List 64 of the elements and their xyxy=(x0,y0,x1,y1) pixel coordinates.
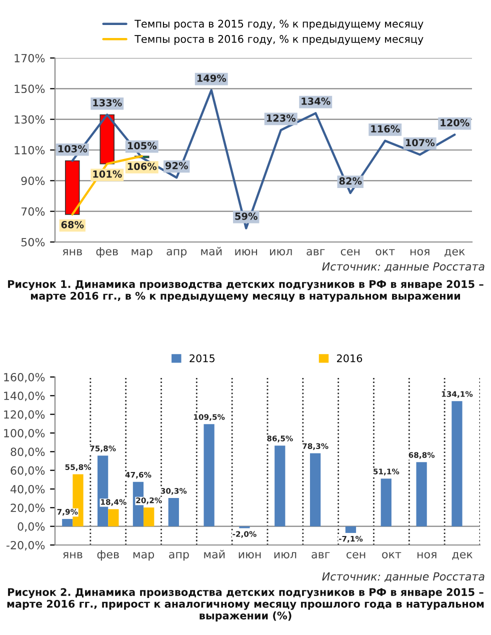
y-tick-label: 130% xyxy=(14,115,45,124)
data-label: 106% xyxy=(128,162,157,170)
y-tick-label: 20,0% xyxy=(10,504,45,514)
x-tick-label: июл xyxy=(270,249,292,256)
x-tick-label: июл xyxy=(274,552,296,558)
y-tick-label: 150% xyxy=(14,84,45,94)
data-label: 116% xyxy=(371,125,400,133)
data-label: 101% xyxy=(93,170,122,178)
y-tick-label: 90% xyxy=(21,176,45,186)
y-tick-label: 120,0% xyxy=(4,410,45,420)
y-tick-label: 80,0% xyxy=(10,448,45,458)
x-tick-label: дек xyxy=(452,552,473,560)
x-tick-label: июн xyxy=(235,249,258,256)
text: Рисунок 2. Динамика производства детских подгузников в РФ в январе 2015 – марте 2016 гг., прирост к аналогичному месяцу прошлого года в натуральном выражении (%) xyxy=(7,588,484,622)
legend-label: Темпы роста в 2015 году, % к предыдущему месяцу xyxy=(134,20,424,30)
data-label: 103% xyxy=(58,145,88,152)
x-tick-label: сен xyxy=(346,552,366,558)
legend-label: Темпы роста в 2016 году, % к предыдущему месяцу xyxy=(134,35,424,45)
y-tick-label: 140,0% xyxy=(4,392,45,402)
data-label: 133% xyxy=(93,99,122,106)
data-label: 107% xyxy=(406,138,435,146)
x-tick-label: мар xyxy=(132,249,152,258)
data-label: 105% xyxy=(128,142,157,150)
x-tick-label: фев xyxy=(96,247,118,258)
data-label: 68% xyxy=(61,220,84,228)
x-tick-label: ноя xyxy=(418,552,436,558)
x-tick-label: авг xyxy=(312,552,330,558)
x-tick-label: фев xyxy=(97,550,119,561)
data-label: 149% xyxy=(197,74,226,82)
x-tick-label: дек xyxy=(444,249,465,257)
y-tick-label: 160,0% xyxy=(4,372,45,383)
data-label: 120% xyxy=(440,119,470,126)
data-label: 59% xyxy=(235,212,258,220)
y-tick-label: 100,0% xyxy=(4,428,45,439)
y-tick-label: 0,0% xyxy=(18,522,45,532)
text: Источник: данные Росстата xyxy=(322,262,484,272)
x-tick-label: сен xyxy=(340,249,360,256)
y-tick-label: 40,0% xyxy=(10,484,45,495)
data-label: 134% xyxy=(302,98,330,105)
y-tick-label: 50% xyxy=(21,238,45,246)
x-tick-label: окт xyxy=(382,552,402,558)
x-tick-label: окт xyxy=(376,249,395,256)
x-tick-label: апр xyxy=(166,249,187,258)
legend-label: 2015 xyxy=(190,354,215,362)
data-label: 92% xyxy=(165,162,188,170)
text: Рисунок 1. Динамика производства детских подгузников в РФ в январе 2015 – марте 2016 гг., в % к предыдущему месяцу в натуральном выражении xyxy=(8,280,484,302)
data-label: 123% xyxy=(266,114,296,122)
data-label: 82% xyxy=(339,177,362,185)
y-tick-label: 70% xyxy=(21,207,45,216)
y-tick-label: 110% xyxy=(14,146,45,154)
x-tick-label: янв xyxy=(62,249,82,256)
x-tick-label: июн xyxy=(238,552,261,558)
x-tick-label: апр xyxy=(169,552,189,561)
y-tick-label: -20,0% xyxy=(6,540,45,551)
x-tick-label: ноя xyxy=(410,249,430,256)
x-tick-label: май xyxy=(201,246,222,256)
x-tick-label: янв xyxy=(63,552,82,558)
x-tick-label: мар xyxy=(133,552,154,561)
legend-label: 2016 xyxy=(337,354,362,362)
x-tick-label: авг xyxy=(306,249,325,256)
y-tick-label: 170% xyxy=(14,54,45,62)
y-tick-label: 60,0% xyxy=(10,466,45,476)
x-tick-label: май xyxy=(204,550,225,558)
text: Источник: данные Росстата xyxy=(322,572,484,582)
